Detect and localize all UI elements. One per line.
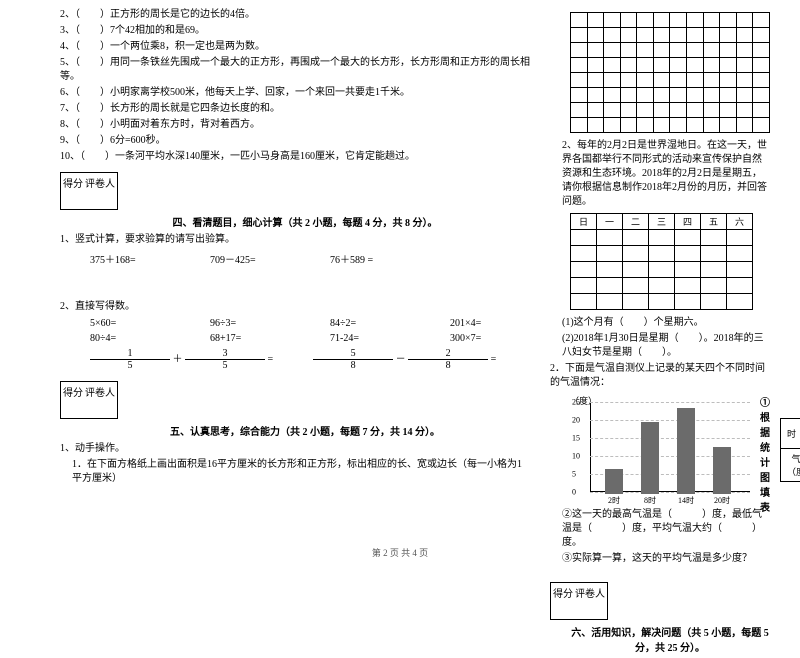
- score-box: 得分评卷人: [60, 381, 118, 419]
- score-cell: [63, 401, 83, 416]
- tf-item: 7、（ ）长方形的周长就是它四条边长度的和。: [60, 102, 530, 116]
- tf-item: 5、（ ）用同一条铁丝先围成一个最大的正方形，再围成一个最大的长方形，长方形周和…: [60, 56, 530, 84]
- frac-row: 15 ＋ 35 = 58 － 28 =: [90, 348, 530, 371]
- q2-text: 2、每年的2月2日是世界湿地日。在这一天，世界各国都举行不同形式的活动来宣传保护…: [562, 139, 770, 209]
- grader-cell: [85, 192, 115, 207]
- calc-item: 68+17=: [210, 333, 290, 344]
- calc-item: 96÷3=: [210, 318, 290, 329]
- cal-head: 四: [675, 214, 701, 230]
- tf-item: 3、（ ）7个42相加的和是69。: [60, 24, 530, 38]
- calc-item: 76＋589 =: [330, 251, 410, 266]
- page-footer: 第 2 页 共 4 页: [0, 546, 800, 559]
- cal-head: 一: [597, 214, 623, 230]
- p2-text: 2．下面是气温自测仪上记录的某天四个不同时间的气温情况：: [550, 362, 770, 390]
- stat-head: 时 间: [781, 419, 800, 449]
- cal-head: 日: [571, 214, 597, 230]
- q5-1: 1、动手操作。: [60, 442, 530, 456]
- answer-grid: [570, 12, 770, 133]
- frac-expr: 58 － 28 =: [313, 348, 496, 371]
- bar: [605, 469, 623, 494]
- cal-q2: (2)2018年1月30日是星期（ ）。2018年的三八妇女节是星期（ ）。: [562, 332, 770, 360]
- section-6-title: 六、活用知识，解决问题（共 5 小题，每题 5 分，共 25 分）。: [570, 624, 770, 654]
- temperature-chart: （度） ①根据统计图填表 时 间 2时 8时 14时 20时 气温（度）: [570, 394, 770, 504]
- calendar-table: 日 一 二 三 四 五 六: [570, 213, 753, 310]
- right-column: 2、每年的2月2日是世界湿地日。在这一天，世界各国都举行不同形式的活动来宣传保护…: [550, 8, 770, 658]
- cal-head: 三: [649, 214, 675, 230]
- score-box: 得分评卷人: [60, 172, 118, 210]
- calc-row: 5×60= 96÷3= 84÷2= 201×4=: [90, 318, 530, 329]
- calc-row: 375＋168= 709－425= 76＋589 =: [90, 251, 530, 266]
- cal-head: 二: [623, 214, 649, 230]
- score-label: 得分: [553, 585, 573, 600]
- grader-cell: [575, 602, 605, 617]
- tf-item: 6、（ ）小明家离学校500米，他每天上学、回家，一个来回一共要走1千米。: [60, 86, 530, 100]
- bar: [641, 422, 659, 494]
- calc-item: 709－425=: [210, 251, 290, 266]
- score-box: 得分评卷人: [550, 582, 608, 620]
- frac-expr: 15 ＋ 35 =: [90, 348, 273, 371]
- calc-item: 71-24=: [330, 333, 410, 344]
- section-4-title: 四、看清题目，细心计算（共 2 小题，每题 4 分，共 8 分）。: [80, 214, 530, 229]
- calc-item: 5×60=: [90, 318, 170, 329]
- left-column: 2、（ ）正方形的周长是它的边长的4倍。 3、（ ）7个42相加的和是69。 4…: [60, 8, 530, 658]
- chart-q2: ②这一天的最高气温是（ ）度，最低气温是（ ）度，平均气温大约（ ）度。: [562, 508, 770, 550]
- bar: [677, 408, 695, 494]
- score-cell: [63, 192, 83, 207]
- grader-label: 评卷人: [575, 585, 605, 600]
- calc-item: 201×4=: [450, 318, 530, 329]
- score-label: 得分: [63, 384, 83, 399]
- score-label: 得分: [63, 175, 83, 190]
- stat-row-label: 气温（度）: [781, 449, 800, 482]
- q1-label: 1、竖式计算，要求验算的请写出验算。: [60, 233, 530, 247]
- score-cell: [553, 602, 573, 617]
- calc-item: 375＋168=: [90, 251, 170, 266]
- tf-item: 4、（ ）一个两位乘8，积一定也是两为数。: [60, 40, 530, 54]
- q2-label: 2、直接写得数。: [60, 300, 530, 314]
- section-5-title: 五、认真思考，综合能力（共 2 小题，每题 7 分，共 14 分）。: [80, 423, 530, 438]
- cal-head: 五: [701, 214, 727, 230]
- calc-item: 84÷2=: [330, 318, 410, 329]
- calc-item: 300×7=: [450, 333, 530, 344]
- chart-title: ①根据统计图填表: [760, 394, 770, 514]
- bar: [713, 447, 731, 494]
- tf-item: 10、（ ）一条河平均水深140厘米，一匹小马身高是160厘米，它肯定能趟过。: [60, 150, 530, 164]
- grader-label: 评卷人: [85, 384, 115, 399]
- calc-row: 80÷4= 68+17= 71-24= 300×7=: [90, 333, 530, 344]
- grader-cell: [85, 401, 115, 416]
- stat-table: 时 间 2时 8时 14时 20时 气温（度）: [780, 418, 800, 482]
- q5-1a: 1．在下面方格纸上画出面积是16平方厘米的长方形和正方形，标出相应的长、宽或边长…: [72, 458, 530, 486]
- cal-head: 六: [727, 214, 753, 230]
- calc-item: 80÷4=: [90, 333, 170, 344]
- tf-item: 8、（ ）小明面对着东方时，背对着西方。: [60, 118, 530, 132]
- tf-item: 2、（ ）正方形的周长是它的边长的4倍。: [60, 8, 530, 22]
- cal-q1: (1)这个月有（ ）个星期六。: [562, 316, 770, 330]
- grader-label: 评卷人: [85, 175, 115, 190]
- tf-item: 9、（ ）6分=600秒。: [60, 134, 530, 148]
